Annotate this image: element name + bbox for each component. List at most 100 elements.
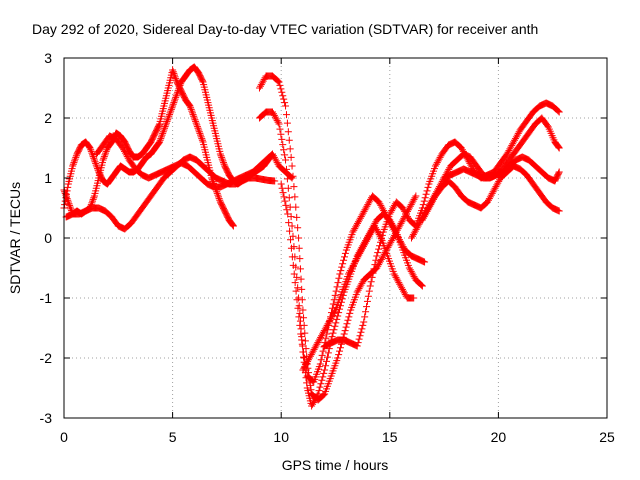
data-point [278,88,286,96]
data-point [318,376,326,384]
data-point [377,235,385,243]
data-point [555,168,563,176]
data-point [216,150,224,158]
data-point [157,135,165,143]
data-point [274,77,282,85]
data-point [169,68,177,76]
data-point [355,335,363,343]
data-point [421,258,429,266]
data-point [297,275,305,283]
data-point [322,362,330,370]
data-point [420,197,428,205]
data-point [278,184,286,192]
data-point [189,111,197,119]
data-point [66,203,74,211]
data-point [289,172,297,180]
data-point [277,130,285,138]
data-point [334,279,342,287]
data-point [297,330,305,338]
data-point [418,204,426,212]
data-point [300,314,308,322]
y-tick-labels: -3 -2 -1 0 1 2 3 [40,50,53,426]
data-point [353,342,361,350]
data-point [197,131,205,139]
series-track-4 [93,132,296,191]
data-point [282,165,290,173]
data-point [172,76,180,84]
data-point [190,112,198,120]
data-point [374,249,382,257]
data-point [369,269,377,277]
data-point [165,111,173,119]
data-point [412,192,420,200]
data-point [410,294,418,302]
data-point [332,287,340,295]
data-point [170,99,178,107]
data-point [176,81,184,89]
data-point [295,244,303,252]
data-point [286,145,294,153]
data-point [197,133,205,141]
data-point [336,344,344,352]
data-point [172,93,180,101]
data-point [296,265,304,273]
data-point [169,66,177,74]
x-tick-label: 25 [599,429,615,445]
data-point [285,219,293,227]
data-point [72,152,80,160]
data-point [290,183,298,191]
data-point [172,75,180,83]
grid-lines [64,58,607,418]
data-point [555,143,563,151]
data-point [91,158,99,166]
data-point [165,112,173,120]
data-point [319,347,327,355]
data-point [229,222,237,230]
data-point [168,104,176,112]
data-point [329,300,337,308]
data-point [287,236,295,244]
data-point [162,119,170,127]
y-tick-label: -1 [40,290,53,306]
data-point [158,131,166,139]
data-point [90,154,98,162]
data-point [87,147,95,155]
data-point [90,156,98,164]
data-point [296,255,304,263]
data-point [161,124,169,132]
data-point [160,126,168,134]
data-point [331,291,339,299]
data-point [368,273,376,281]
data-point [361,313,369,321]
data-point [94,165,102,173]
data-point [279,189,287,197]
data-point [288,253,296,261]
data-point [332,319,340,327]
data-point [101,151,109,159]
data-point [340,330,348,338]
data-point [554,142,562,150]
data-point [335,274,343,282]
data-point [277,180,285,188]
data-point [276,125,284,133]
data-point [282,102,290,110]
data-point [331,308,339,316]
data-point [319,373,327,381]
data-point [195,128,203,136]
data-point [330,326,338,334]
data-point [295,294,303,302]
data-point [314,390,322,398]
data-point [69,160,77,168]
data-point [285,136,293,144]
data-point [69,162,77,170]
data-point [191,116,199,124]
data-point [299,342,307,350]
data-point [284,128,292,136]
data-point [376,238,384,246]
data-point [342,323,350,331]
data-point [193,121,201,129]
data-point [274,118,282,126]
data-point [174,88,182,96]
data-point [100,153,108,161]
data-point [283,175,291,183]
